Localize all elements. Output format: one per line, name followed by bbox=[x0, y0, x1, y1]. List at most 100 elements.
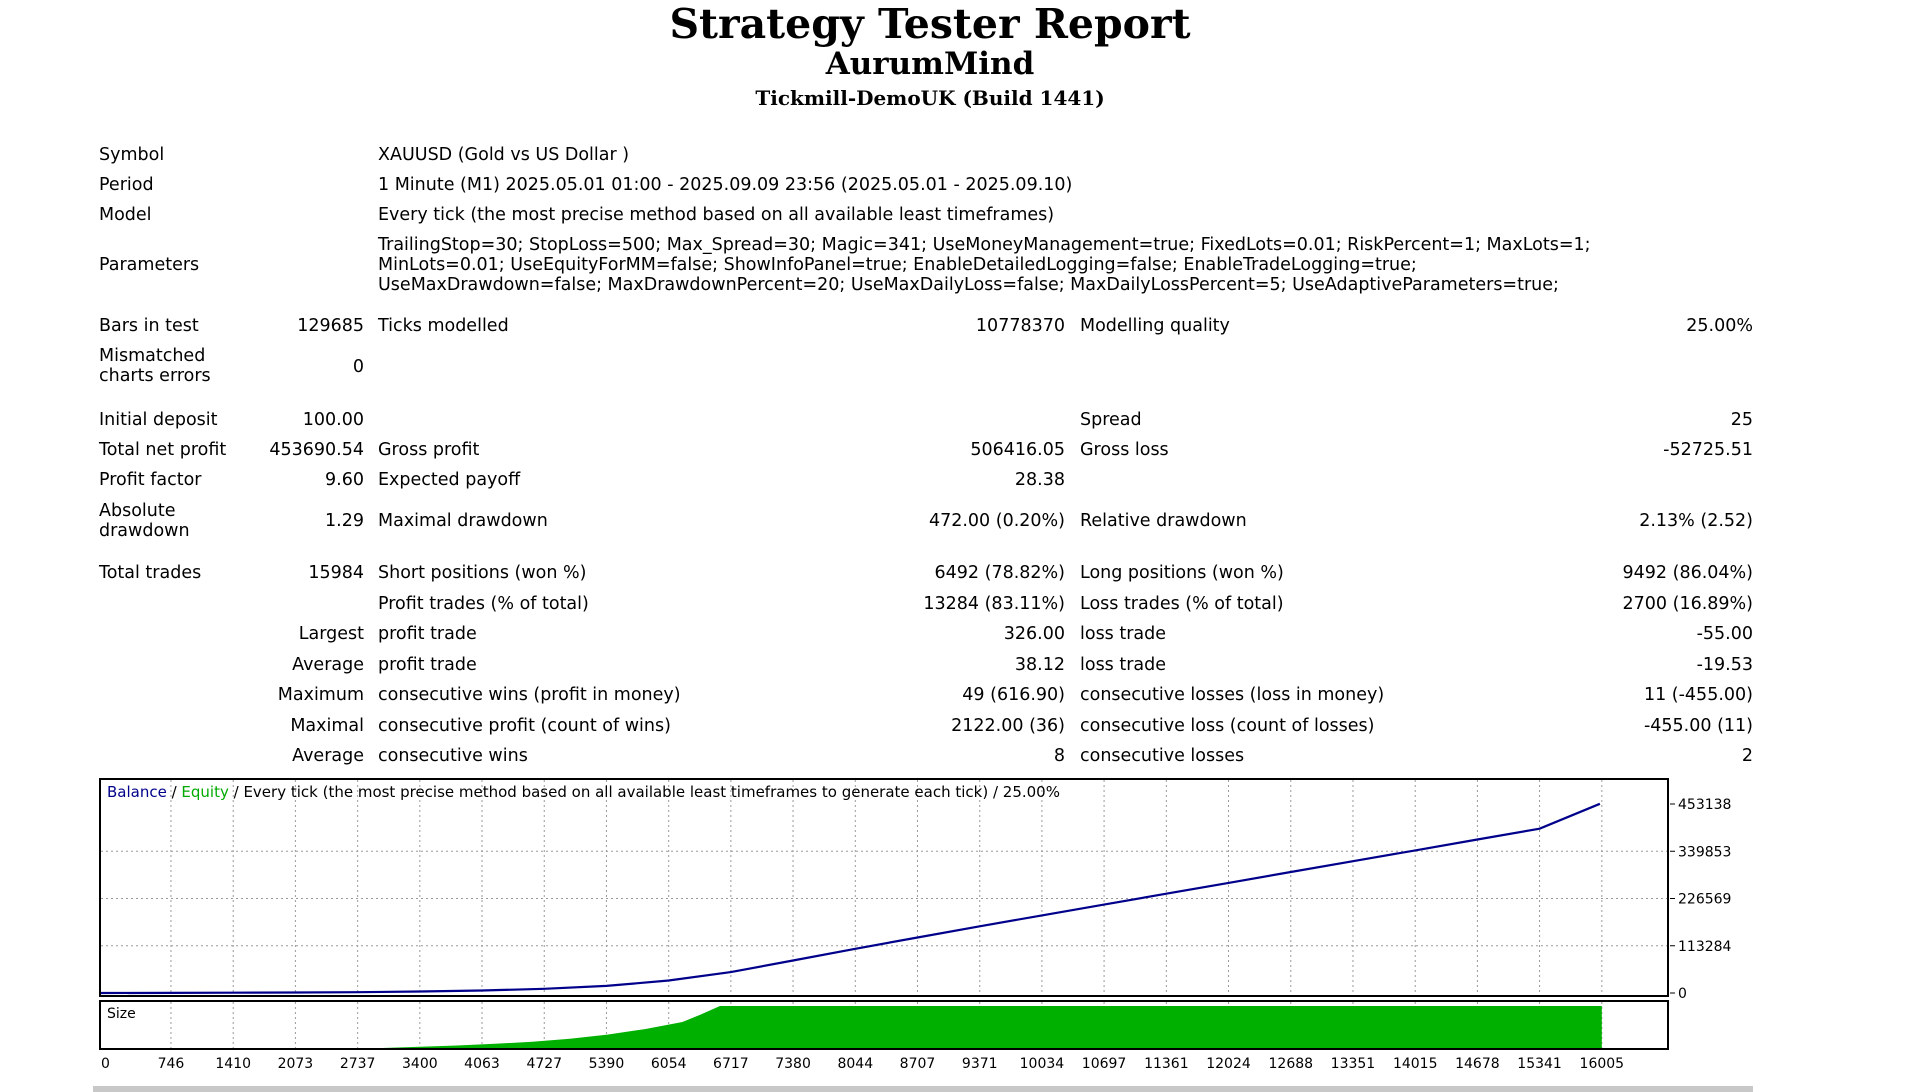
maximal-consecutive-loss-value: -455.00 (11) bbox=[1500, 716, 1753, 736]
mismatched-value: 0 bbox=[240, 357, 364, 377]
absolute-drawdown-value: 1.29 bbox=[240, 511, 364, 531]
modelling-quality-label: Modelling quality bbox=[1080, 316, 1230, 336]
y-tick-label: 113284 bbox=[1678, 939, 1732, 955]
max-consecutive-losses-value: 11 (-455.00) bbox=[1500, 685, 1753, 705]
maximal-consecutive-profit-value: 2122.00 (36) bbox=[860, 716, 1065, 736]
net-profit-label: Total net profit bbox=[99, 440, 226, 460]
x-tick-label: 746 bbox=[158, 1056, 185, 1072]
x-tick-label: 12688 bbox=[1269, 1056, 1314, 1072]
y-tick-label: 453138 bbox=[1678, 797, 1731, 813]
x-tick-label: 10034 bbox=[1020, 1056, 1065, 1072]
long-positions-value: 9492 (86.04%) bbox=[1500, 563, 1753, 583]
average-consecutive-losses-label: consecutive losses bbox=[1080, 746, 1244, 766]
x-tick-label: 1410 bbox=[215, 1056, 251, 1072]
largest-profit-value: 326.00 bbox=[860, 624, 1065, 644]
x-tick-label: 3400 bbox=[402, 1056, 438, 1072]
symbol-label: Symbol bbox=[99, 145, 164, 165]
initial-deposit-value: 100.00 bbox=[240, 410, 364, 430]
x-tick-label: 15341 bbox=[1517, 1056, 1562, 1072]
x-tick-label: 2737 bbox=[340, 1056, 376, 1072]
parameters-line-1: TrailingStop=30; StopLoss=500; Max_Sprea… bbox=[378, 235, 1591, 255]
parameters-line-3: UseMaxDrawdown=false; MaxDrawdownPercent… bbox=[378, 275, 1559, 295]
gross-loss-label: Gross loss bbox=[1080, 440, 1169, 460]
x-tick-label: 9371 bbox=[962, 1056, 998, 1072]
volume-label: Size bbox=[107, 1006, 136, 1022]
model-label: Model bbox=[99, 205, 152, 225]
short-positions-value: 6492 (78.82%) bbox=[860, 563, 1065, 583]
spread-value: 25 bbox=[1500, 410, 1753, 430]
x-tick-label: 13351 bbox=[1331, 1056, 1376, 1072]
ticks-label: Ticks modelled bbox=[378, 316, 509, 336]
profit-trades-value: 13284 (83.11%) bbox=[860, 594, 1065, 614]
x-tick-label: 14015 bbox=[1393, 1056, 1438, 1072]
loss-trades-value: 2700 (16.89%) bbox=[1500, 594, 1753, 614]
average-consecutive-wins-value: 8 bbox=[860, 746, 1065, 766]
max-consecutive-wins-value: 49 (616.90) bbox=[860, 685, 1065, 705]
absolute-drawdown-label-1: Absolute bbox=[99, 501, 176, 521]
legend-balance: Balance bbox=[107, 783, 167, 801]
profit-factor-label: Profit factor bbox=[99, 470, 201, 490]
average-prefix: Average bbox=[240, 655, 364, 675]
gross-profit-value: 506416.05 bbox=[860, 440, 1065, 460]
server-build: Tickmill-DemoUK (Build 1441) bbox=[0, 86, 1860, 110]
x-tick-label: 6054 bbox=[651, 1056, 687, 1072]
x-tick-label: 2073 bbox=[278, 1056, 314, 1072]
relative-drawdown-label: Relative drawdown bbox=[1080, 511, 1247, 531]
mismatched-label-2: charts errors bbox=[99, 366, 211, 386]
volume-svg: Size bbox=[101, 1002, 1667, 1048]
profit-trades-label: Profit trades (% of total) bbox=[378, 594, 589, 614]
maximal-consecutive-loss-label: consecutive loss (count of losses) bbox=[1080, 716, 1375, 736]
x-tick-label: 11361 bbox=[1144, 1056, 1189, 1072]
spread-label: Spread bbox=[1080, 410, 1142, 430]
period-value: 1 Minute (M1) 2025.05.01 01:00 - 2025.09… bbox=[378, 175, 1072, 195]
long-positions-label: Long positions (won %) bbox=[1080, 563, 1284, 583]
initial-deposit-label: Initial deposit bbox=[99, 410, 218, 430]
bars-label: Bars in test bbox=[99, 316, 199, 336]
volume-area bbox=[101, 1006, 1602, 1048]
maximal-consecutive-profit-label: consecutive profit (count of wins) bbox=[378, 716, 671, 736]
report-title: Strategy Tester Report bbox=[0, 0, 1860, 48]
ticks-value: 10778370 bbox=[860, 316, 1065, 336]
average-loss-value: -19.53 bbox=[1500, 655, 1753, 675]
x-tick-label: 16005 bbox=[1580, 1056, 1625, 1072]
y-tick-label: 226569 bbox=[1678, 892, 1731, 908]
x-tick-label: 4063 bbox=[464, 1056, 500, 1072]
net-profit-value: 453690.54 bbox=[240, 440, 364, 460]
total-trades-value: 15984 bbox=[240, 563, 364, 583]
symbol-value: XAUUSD (Gold vs US Dollar ) bbox=[378, 145, 629, 165]
x-tick-label: 14678 bbox=[1455, 1056, 1500, 1072]
legend-separator: / bbox=[167, 783, 182, 801]
expected-payoff-label: Expected payoff bbox=[378, 470, 520, 490]
legend-equity: Equity bbox=[181, 783, 229, 801]
x-tick-label: 0 bbox=[101, 1056, 110, 1072]
maximal-drawdown-value: 472.00 (0.20%) bbox=[860, 511, 1065, 531]
profit-factor-value: 9.60 bbox=[240, 470, 364, 490]
gross-profit-label: Gross profit bbox=[378, 440, 479, 460]
max-consecutive-losses-label: consecutive losses (loss in money) bbox=[1080, 685, 1384, 705]
volume-panel: Size bbox=[99, 1000, 1669, 1050]
x-tick-label: 12024 bbox=[1206, 1056, 1251, 1072]
x-tick-label: 5390 bbox=[589, 1056, 625, 1072]
gross-loss-value: -52725.51 bbox=[1500, 440, 1753, 460]
x-tick-label: 10697 bbox=[1082, 1056, 1127, 1072]
loss-trades-label: Loss trades (% of total) bbox=[1080, 594, 1284, 614]
average-profit-value: 38.12 bbox=[860, 655, 1065, 675]
largest-prefix: Largest bbox=[240, 624, 364, 644]
mismatched-label-1: Mismatched bbox=[99, 346, 205, 366]
maximal-prefix: Maximal bbox=[240, 716, 364, 736]
short-positions-label: Short positions (won %) bbox=[378, 563, 586, 583]
average-profit-label: profit trade bbox=[378, 655, 477, 675]
model-value: Every tick (the most precise method base… bbox=[378, 205, 1054, 225]
average-consecutive-losses-value: 2 bbox=[1500, 746, 1753, 766]
period-label: Period bbox=[99, 175, 154, 195]
modelling-quality-value: 25.00% bbox=[1500, 316, 1753, 336]
largest-profit-label: profit trade bbox=[378, 624, 477, 644]
legend-description: / Every tick (the most precise method ba… bbox=[229, 783, 1060, 801]
scrollbar[interactable] bbox=[93, 1086, 1753, 1092]
balance-chart-svg: Balance / Equity / Every tick (the most … bbox=[101, 780, 1667, 995]
average-consecutive-prefix: Average bbox=[240, 746, 364, 766]
largest-loss-value: -55.00 bbox=[1500, 624, 1753, 644]
bars-value: 129685 bbox=[240, 316, 364, 336]
chart-legend: Balance / Equity / Every tick (the most … bbox=[107, 783, 1060, 801]
